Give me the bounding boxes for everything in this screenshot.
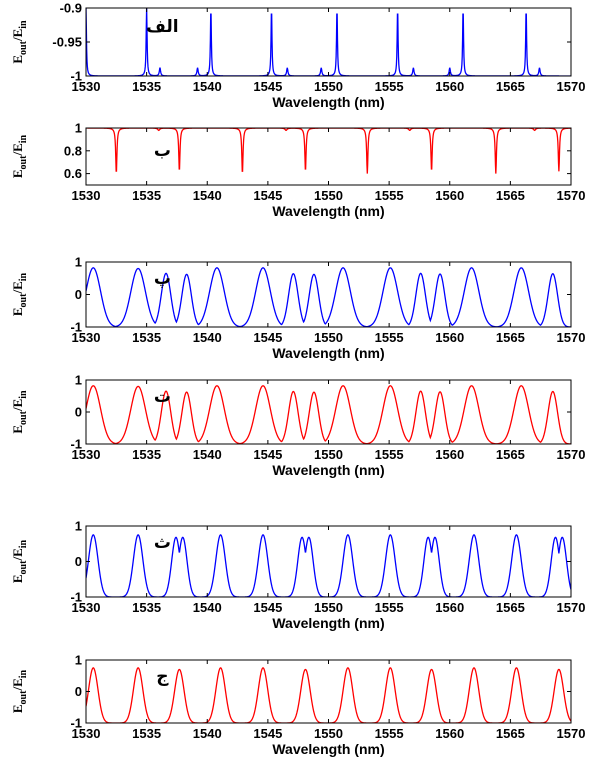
x-tick-label: 1545 — [253, 447, 282, 462]
x-tick-label: 1570 — [557, 330, 586, 345]
y-tick-label: 1 — [75, 255, 82, 270]
series-line — [86, 267, 571, 327]
y-tick-label: 0.6 — [64, 166, 82, 181]
x-tick-label: 1530 — [72, 79, 101, 94]
y-tick-label: -1 — [70, 69, 82, 84]
panel-tag: ب — [154, 141, 171, 161]
y-tick-label: 1 — [75, 653, 82, 668]
x-tick-label: 1570 — [557, 447, 586, 462]
x-axis-label: Wavelength (nm) — [272, 615, 384, 631]
x-tick-label: 1565 — [496, 600, 525, 615]
y-tick-label: 0.8 — [64, 143, 82, 158]
panel-tag: پ — [154, 269, 171, 289]
x-tick-label: 1565 — [496, 447, 525, 462]
y-tick-label: -1 — [70, 590, 82, 605]
x-tick-label: 1555 — [375, 188, 404, 203]
x-tick-label: 1545 — [253, 726, 282, 741]
x-tick-label: 1555 — [375, 330, 404, 345]
panel-1: 1530 1535 1540 1545 1550 1555 1560 1565 1570 -0.9… — [10, 1, 585, 111]
y-tick-label: 0 — [75, 554, 82, 569]
y-axis-label: Eout/Ein — [10, 669, 29, 713]
y-tick-label: -1 — [70, 437, 82, 452]
y-axis-label: Eout/Ein — [10, 272, 29, 316]
x-tick-label: 1560 — [435, 726, 464, 741]
x-tick-label: 1555 — [375, 447, 404, 462]
y-axis-label: Eout/Ein — [10, 134, 29, 178]
y-axis-label: Eout/Ein — [10, 539, 29, 583]
x-tick-label: 1535 — [132, 79, 161, 94]
x-tick-label: 1535 — [132, 447, 161, 462]
panel-tag: ث — [154, 533, 171, 553]
x-tick-label: 1570 — [557, 79, 586, 94]
y-tick-label: 1 — [75, 121, 82, 136]
x-tick-label: 1570 — [557, 188, 586, 203]
y-tick-label: 0 — [75, 684, 82, 699]
x-tick-label: 1530 — [72, 726, 101, 741]
x-tick-label: 1550 — [314, 79, 343, 94]
series-line — [86, 385, 571, 444]
x-tick-label: 1530 — [72, 188, 101, 203]
x-axis-label: Wavelength (nm) — [272, 462, 384, 478]
y-tick-label: 1 — [75, 519, 82, 534]
x-tick-label: 1540 — [193, 188, 222, 203]
x-tick-label: 1550 — [314, 188, 343, 203]
panel-tag: الف — [146, 17, 178, 37]
x-tick-label: 1530 — [72, 447, 101, 462]
x-tick-label: 1530 — [72, 600, 101, 615]
x-tick-label: 1560 — [435, 188, 464, 203]
x-axis-label: Wavelength (nm) — [272, 94, 384, 110]
panel-4: 1530 1535 1540 1545 1550 1555 1560 1565 1570 1 0 -1… — [10, 373, 585, 479]
x-tick-label: 1530 — [72, 330, 101, 345]
x-tick-label: 1540 — [193, 447, 222, 462]
x-tick-label: 1550 — [314, 600, 343, 615]
panel-tag: ت — [154, 387, 171, 407]
y-axis-label: Eout/Ein — [10, 390, 29, 434]
x-tick-label: 1545 — [253, 600, 282, 615]
x-tick-label: 1545 — [253, 330, 282, 345]
x-axis-label: Wavelength (nm) — [272, 741, 384, 757]
y-axis-label: Eout/Ein — [10, 20, 29, 64]
x-axis-label: Wavelength (nm) — [272, 345, 384, 361]
x-tick-label: 1550 — [314, 726, 343, 741]
x-tick-label: 1540 — [193, 330, 222, 345]
panel-5: 1530 1535 1540 1545 1550 1555 1560 1565 1570 1 0 -1… — [10, 519, 585, 632]
x-tick-label: 1555 — [375, 726, 404, 741]
y-tick-label: -1 — [70, 716, 82, 731]
x-tick-label: 1535 — [132, 330, 161, 345]
y-tick-label: -0.9 — [60, 1, 82, 16]
x-tick-label: 1535 — [132, 726, 161, 741]
x-tick-label: 1540 — [193, 79, 222, 94]
x-tick-label: 1560 — [435, 600, 464, 615]
panel-tag: ج — [156, 667, 169, 687]
x-tick-label: 1570 — [557, 726, 586, 741]
x-tick-label: 1535 — [132, 188, 161, 203]
x-tick-label: 1535 — [132, 600, 161, 615]
x-tick-label: 1560 — [435, 330, 464, 345]
y-tick-label: 0 — [75, 405, 82, 420]
x-axis-label: Wavelength (nm) — [272, 203, 384, 219]
x-tick-label: 1555 — [375, 79, 404, 94]
x-tick-label: 1540 — [193, 600, 222, 615]
x-tick-label: 1570 — [557, 600, 586, 615]
y-tick-label: 0 — [75, 287, 82, 302]
x-tick-label: 1550 — [314, 330, 343, 345]
x-tick-label: 1565 — [496, 726, 525, 741]
y-tick-label: -0.95 — [52, 35, 82, 50]
x-tick-label: 1560 — [435, 79, 464, 94]
x-tick-label: 1560 — [435, 447, 464, 462]
panel-2: 1530 1535 1540 1545 1550 1555 1560 1565 1570 1 0.8… — [10, 121, 585, 220]
x-tick-label: 1540 — [193, 726, 222, 741]
x-tick-label: 1555 — [375, 600, 404, 615]
y-tick-label: 1 — [75, 373, 82, 388]
panel-3: 1530 1535 1540 1545 1550 1555 1560 1565 1570 1 0 -1… — [10, 255, 585, 362]
x-tick-label: 1550 — [314, 447, 343, 462]
x-tick-label: 1565 — [496, 330, 525, 345]
x-tick-label: 1565 — [496, 79, 525, 94]
x-tick-label: 1565 — [496, 188, 525, 203]
x-tick-label: 1545 — [253, 188, 282, 203]
x-tick-label: 1545 — [253, 79, 282, 94]
y-tick-label: -1 — [70, 320, 82, 335]
panel-6: 1530 1535 1540 1545 1550 1555 1560 1565 1570 1 0 -1… — [10, 653, 585, 758]
